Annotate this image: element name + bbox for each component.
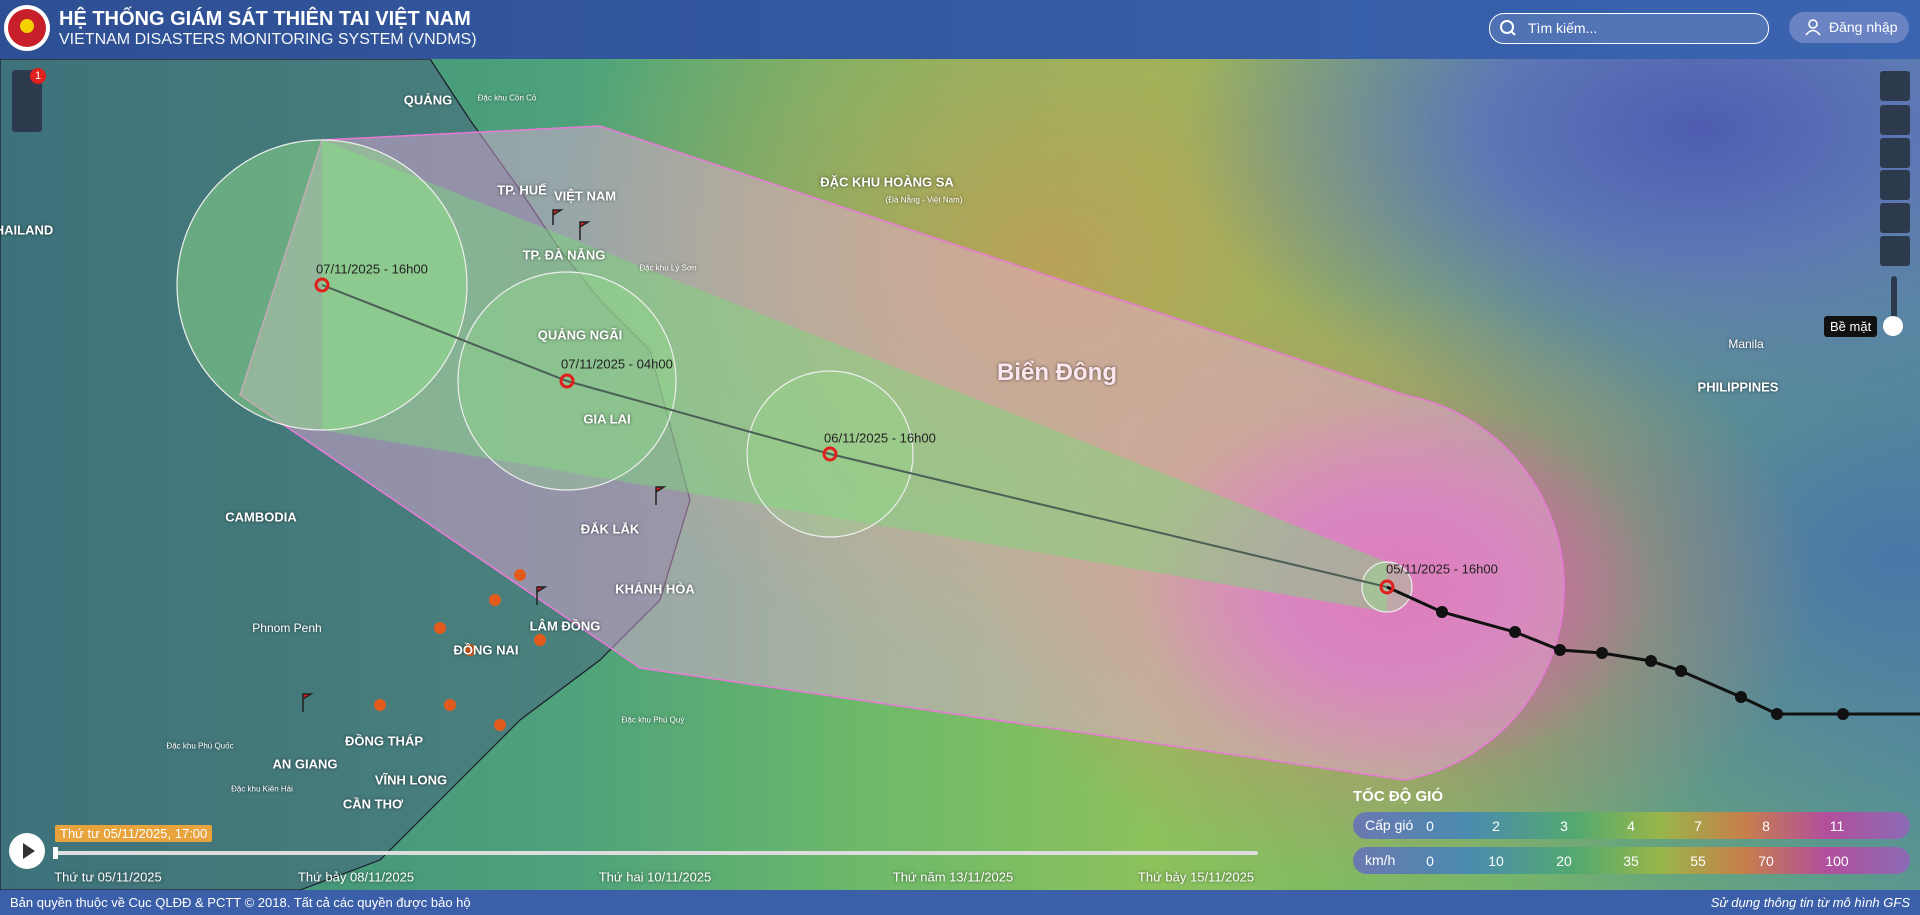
timeline-date: Thứ bảy 08/11/2025 (297, 869, 415, 885)
legend-value: 2 (1492, 817, 1500, 834)
forecast-cone (322, 140, 1387, 612)
map-label: TP. HUẾ (497, 182, 547, 198)
left-toolbar[interactable]: 1 (12, 68, 46, 132)
legend-value: 11 (1829, 817, 1845, 834)
legend-title: TỐC ĐỘ GIÓ (1353, 788, 1443, 805)
legend-value: 8 (1762, 817, 1770, 834)
map-label: CẦN THƠ (342, 796, 404, 812)
timeline-handle[interactable] (53, 847, 58, 859)
tool-button[interactable] (1880, 71, 1910, 101)
search-icon (1500, 20, 1516, 36)
warning-flags (302, 209, 667, 712)
timeline-date: Thứ hai 10/11/2025 (598, 869, 712, 885)
storm-icons (314, 277, 1395, 595)
map-label: Đặc khu Phú Quốc (166, 741, 234, 751)
map-label: ĐỒNG THÁP (345, 733, 423, 749)
map-label: QUẢNG (403, 92, 453, 108)
map-label: GIA LAI (583, 411, 631, 427)
footer: Bản quyền thuộc về Cục QLĐĐ & PCTT © 201… (0, 890, 1920, 915)
logo (4, 5, 50, 51)
map-label: Đặc khu Kiên Hải (231, 784, 293, 794)
map-label: Phnom Penh (252, 621, 322, 635)
map[interactable] (0, 59, 1920, 890)
user-icon (1805, 19, 1821, 36)
forecast-label: 05/11/2025 - 16h00 (1386, 561, 1498, 577)
map-label: (Đà Nẵng - Việt Nam) (885, 195, 963, 205)
forecast-label: 06/11/2025 - 16h00 (824, 430, 936, 446)
land (0, 58, 691, 891)
map-label: ĐẶC KHU HOÀNG SA (820, 174, 954, 190)
legend-value: 10 (1488, 852, 1504, 869)
past-points (1436, 606, 1849, 720)
legend-row: km/h 0 10 20 35 55 70 100 (1353, 847, 1910, 874)
map-label: TP. ĐÀ NẴNG (522, 247, 606, 263)
legend-row-label: km/h (1365, 852, 1396, 868)
legend-value: 3 (1560, 817, 1568, 834)
map-label: ĐẮK LẮK (580, 521, 640, 537)
legend-value: 70 (1758, 852, 1774, 869)
legend-value: 20 (1556, 852, 1572, 869)
legend-value: 7 (1694, 817, 1702, 834)
map-label: KHÁNH HÒA (615, 581, 695, 597)
timeline-track[interactable] (55, 851, 1258, 855)
play-button[interactable] (9, 833, 45, 869)
legend-row-label: Cấp gió (1365, 817, 1414, 833)
tool-button[interactable] (1880, 170, 1910, 200)
map-label: QUẢNG NGÃI (537, 327, 623, 343)
risk-area (239, 125, 1565, 781)
forecast-label: 07/11/2025 - 16h00 (316, 261, 428, 277)
search-placeholder: Tìm kiếm... (1528, 20, 1598, 36)
map-label: Manila (1728, 337, 1764, 351)
tool-button[interactable] (1880, 138, 1910, 168)
map-label: VIỆT NAM (553, 188, 617, 204)
login-button[interactable]: Đăng nhập (1789, 12, 1909, 43)
layer-label: Bề mặt (1824, 316, 1878, 337)
legend-value: 0 (1426, 852, 1434, 869)
data-source: Sử dụng thông tin từ mô hình GFS (1710, 895, 1910, 910)
timeline-date: Thứ bảy 15/11/2025 (1137, 869, 1255, 885)
map-label: Đặc khu Phú Quý (621, 715, 685, 725)
login-label: Đăng nhập (1829, 19, 1898, 35)
forecast-label: 07/11/2025 - 04h00 (561, 356, 673, 372)
tool-button[interactable] (1880, 203, 1910, 233)
rain-icons (374, 569, 546, 731)
map-label: Đặc khu Cồn Cỏ (477, 93, 537, 103)
search-box[interactable]: Tìm kiếm... (1489, 13, 1769, 44)
map-label: LÂM ĐỒNG (529, 618, 601, 634)
layer-slider[interactable] (1891, 276, 1897, 326)
forecast-track (321, 284, 1388, 588)
legend-value: 35 (1623, 852, 1639, 869)
current-time: Thứ tư 05/11/2025, 17:00 (55, 825, 213, 842)
map-label: CAMBODIA (225, 509, 297, 525)
map-label: PHILIPPINES (1697, 379, 1779, 395)
sea-title: Biển Đông (997, 359, 1117, 386)
map-label: ĐỒNG NAI (453, 642, 519, 658)
play-icon (23, 843, 35, 859)
tool-button[interactable] (1880, 105, 1910, 135)
map-label: AN GIANG (272, 756, 338, 772)
map-label: HAILAND (0, 222, 54, 238)
slider-handle[interactable] (1883, 316, 1903, 336)
site-title: HỆ THỐNG GIÁM SÁT THIÊN TAI VIỆT NAM (59, 8, 471, 30)
map-label: VĨNH LONG (374, 772, 448, 788)
legend-value: 55 (1690, 852, 1706, 869)
legend-value: 100 (1825, 852, 1849, 869)
header: HỆ THỐNG GIÁM SÁT THIÊN TAI VIỆT NAM VIE… (0, 0, 1920, 59)
site-subtitle: VIETNAM DISASTERS MONITORING SYSTEM (VND… (59, 31, 477, 48)
legend-value: 0 (1426, 817, 1434, 834)
timeline-date: Thứ tư 05/11/2025 (54, 869, 162, 885)
map-label: Đặc khu Lý Sơn (639, 263, 697, 273)
copyright: Bản quyền thuộc về Cục QLĐĐ & PCTT © 201… (10, 895, 471, 910)
legend-row: Cấp gió 0 2 3 4 7 8 11 (1353, 812, 1910, 839)
notification-badge: 1 (30, 68, 46, 84)
timeline-date: Thứ năm 13/11/2025 (892, 869, 1014, 885)
legend-value: 4 (1627, 817, 1635, 834)
tool-button[interactable] (1880, 236, 1910, 266)
